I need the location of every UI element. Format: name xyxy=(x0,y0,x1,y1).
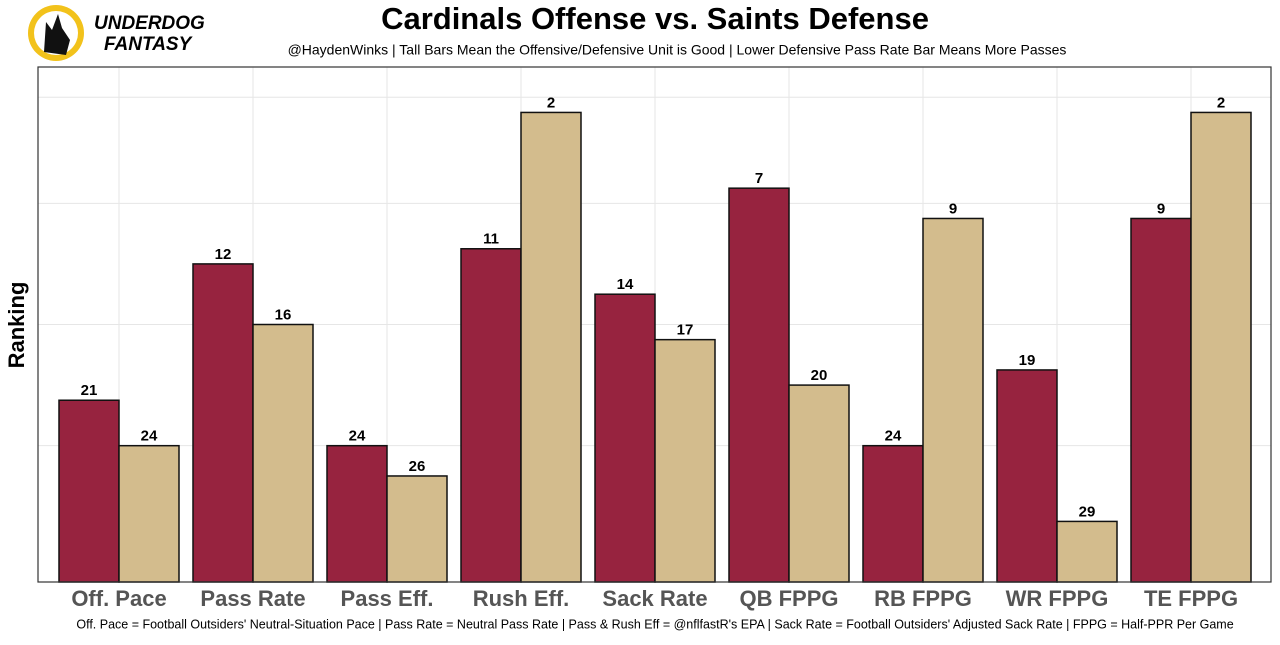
chart-subtitle: @HaydenWinks | Tall Bars Mean the Offens… xyxy=(288,42,1067,58)
data-label: 2 xyxy=(1217,94,1225,111)
bar xyxy=(460,248,522,583)
data-label: 19 xyxy=(1019,352,1036,369)
x-tick-label: TE FPPG xyxy=(1144,586,1238,611)
logo: UNDERDOG FANTASY xyxy=(28,5,205,61)
bar xyxy=(1130,217,1192,583)
x-tick-label: QB FPPG xyxy=(739,586,838,611)
x-tick-label: Off. Pace xyxy=(71,586,166,611)
bar xyxy=(326,444,388,583)
data-label: 9 xyxy=(949,200,957,217)
bar xyxy=(922,217,984,583)
data-label: 24 xyxy=(885,428,902,445)
data-label: 11 xyxy=(483,231,499,248)
bar xyxy=(1190,111,1252,583)
data-label: 14 xyxy=(617,276,634,293)
y-axis-label: Ranking xyxy=(4,282,29,369)
data-label: 16 xyxy=(275,306,292,323)
bar xyxy=(788,384,850,583)
data-label: 7 xyxy=(755,170,763,187)
data-label: 29 xyxy=(1079,503,1096,520)
plot-border xyxy=(37,66,1272,583)
data-label: 21 xyxy=(81,382,98,399)
chart-title: Cardinals Offense vs. Saints Defense xyxy=(381,1,929,36)
bar xyxy=(1056,520,1118,583)
data-label: 9 xyxy=(1157,200,1165,217)
logo-dog xyxy=(44,14,70,55)
data-label: 2 xyxy=(547,94,555,111)
bar xyxy=(58,399,120,583)
bar xyxy=(996,369,1058,583)
footnote: Off. Pace = Football Outsiders' Neutral-… xyxy=(76,617,1233,631)
bar xyxy=(252,323,314,583)
x-tick-label: Rush Eff. xyxy=(473,586,570,611)
bar xyxy=(728,187,790,583)
bar xyxy=(654,338,716,583)
bar xyxy=(192,263,254,583)
plot-area: Off. Pace 21 24 Pass Rate 12 16 Pass Eff. 24 26 R… xyxy=(38,67,1271,611)
bar xyxy=(862,444,924,583)
data-label: 17 xyxy=(677,322,694,339)
x-tick-label: WR FPPG xyxy=(1006,586,1109,611)
data-label: 12 xyxy=(215,246,232,263)
x-tick-label: RB FPPG xyxy=(874,586,972,611)
x-tick-label: Pass Rate xyxy=(200,586,305,611)
x-tick-label: Sack Rate xyxy=(602,586,707,611)
data-label: 26 xyxy=(409,458,426,475)
logo-text: UNDERDOG xyxy=(94,13,205,34)
x-tick-label: Pass Eff. xyxy=(341,586,434,611)
data-label: 20 xyxy=(811,367,828,384)
bar xyxy=(386,475,448,583)
logo-text: FANTASY xyxy=(104,34,194,55)
bar xyxy=(520,111,582,583)
bar xyxy=(118,444,180,583)
bar xyxy=(594,293,656,583)
data-label: 24 xyxy=(141,428,158,445)
data-label: 24 xyxy=(349,428,366,445)
